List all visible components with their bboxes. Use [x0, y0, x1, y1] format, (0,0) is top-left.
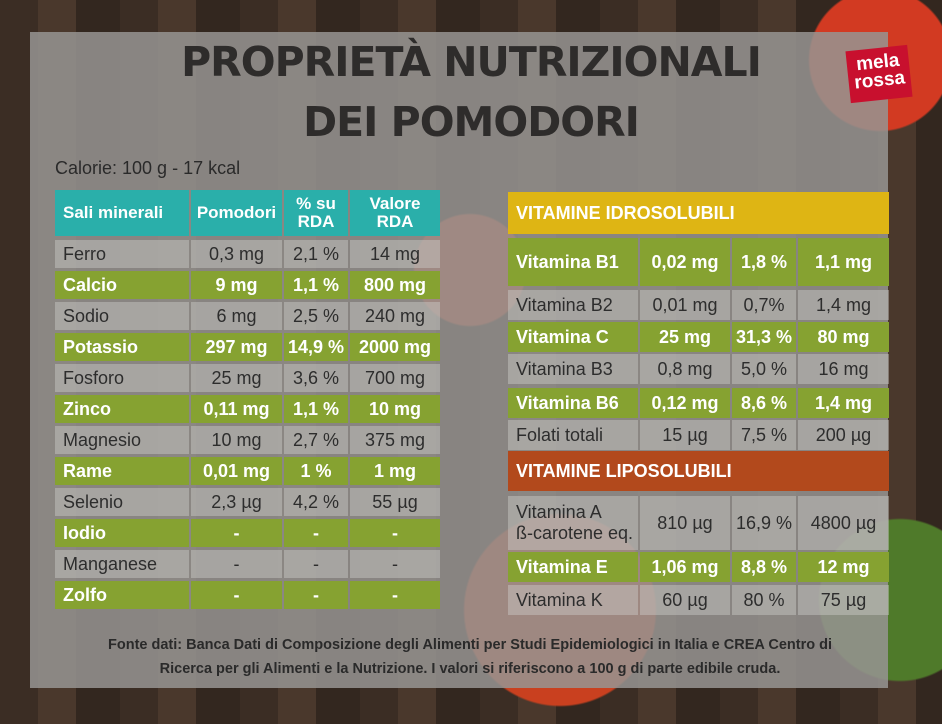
minerals-row-6-name: Magnesio — [55, 426, 189, 454]
lipo-row-1-rda: 12 mg — [798, 552, 889, 582]
minerals-row-4-name: Fosforo — [55, 364, 189, 392]
hydro-row-5-name: Folati totali — [508, 420, 638, 450]
hydro-row-1-pct: 0,7% — [732, 290, 796, 320]
minerals-row-4-pomodori: 25 mg — [191, 364, 282, 392]
minerals-row-10-rda: - — [350, 550, 440, 578]
hydro-row-4-rda: 1,4 mg — [798, 388, 889, 418]
minerals-header-0: Sali minerali — [55, 190, 189, 236]
hydro-row-4-pomodori: 0,12 mg — [640, 388, 730, 418]
hydro-row-0-pct: 1,8 % — [732, 238, 796, 286]
lipo-row-0-pct: 16,9 % — [732, 496, 796, 550]
source-note: Fonte dati: Banca Dati di Composizione d… — [40, 633, 900, 681]
minerals-row-8-rda: 55 µg — [350, 488, 440, 516]
minerals-row-5-name: Zinco — [55, 395, 189, 423]
minerals-row-10-name: Manganese — [55, 550, 189, 578]
lipo-row-2-name: Vitamina K — [508, 585, 638, 615]
minerals-row-2-pct: 2,5 % — [284, 302, 348, 330]
hydro-row-1-rda: 1,4 mg — [798, 290, 889, 320]
hydro-row-2-pct: 31,3 % — [732, 322, 796, 352]
minerals-row-11-rda: - — [350, 581, 440, 609]
minerals-row-7-name: Rame — [55, 457, 189, 485]
lipo-row-2-rda: 75 µg — [798, 585, 889, 615]
hydro-row-3-rda: 16 mg — [798, 354, 889, 384]
minerals-row-2-pomodori: 6 mg — [191, 302, 282, 330]
lipo-row-2-pomodori: 60 µg — [640, 585, 730, 615]
lipo-row-0-rda: 4800 µg — [798, 496, 889, 550]
minerals-row-3-name: Potassio — [55, 333, 189, 361]
minerals-row-9-rda: - — [350, 519, 440, 547]
minerals-row-8-pomodori: 2,3 µg — [191, 488, 282, 516]
minerals-row-0-name: Ferro — [55, 240, 189, 268]
lipo-row-0-name2: ß-carotene eq. — [516, 523, 634, 543]
hydro-row-1-name: Vitamina B2 — [508, 290, 638, 320]
minerals-row-11-pomodori: - — [191, 581, 282, 609]
hydro-row-3-name: Vitamina B3 — [508, 354, 638, 384]
lipo-row-2-pct: 80 % — [732, 585, 796, 615]
minerals-row-9-pct: - — [284, 519, 348, 547]
melarossa-logo: mela rossa — [845, 44, 913, 104]
minerals-row-2-rda: 240 mg — [350, 302, 440, 330]
lipo-vitamins-header: VITAMINE LIPOSOLUBILI — [508, 451, 889, 491]
hydro-row-4-name: Vitamina B6 — [508, 388, 638, 418]
minerals-header-2: % su RDA — [284, 190, 348, 236]
minerals-row-9-name: Iodio — [55, 519, 189, 547]
hydro-row-0-rda: 1,1 mg — [798, 238, 889, 286]
minerals-row-7-pct: 1 % — [284, 457, 348, 485]
minerals-header-1: Pomodori — [191, 190, 282, 236]
lipo-row-1-pct: 8,8 % — [732, 552, 796, 582]
hydro-row-5-rda: 200 µg — [798, 420, 889, 450]
minerals-row-0-pomodori: 0,3 mg — [191, 240, 282, 268]
hydro-row-3-pct: 5,0 % — [732, 354, 796, 384]
minerals-row-6-pct: 2,7 % — [284, 426, 348, 454]
minerals-row-6-pomodori: 10 mg — [191, 426, 282, 454]
minerals-header-3: Valore RDA — [350, 190, 440, 236]
source-line-2: Ricerca per gli Alimenti e la Nutrizione… — [159, 661, 781, 677]
minerals-row-0-pct: 2,1 % — [284, 240, 348, 268]
minerals-row-11-pct: - — [284, 581, 348, 609]
minerals-row-10-pct: - — [284, 550, 348, 578]
minerals-row-1-pct: 1,1 % — [284, 271, 348, 299]
minerals-row-1-pomodori: 9 mg — [191, 271, 282, 299]
minerals-row-4-pct: 3,6 % — [284, 364, 348, 392]
hydro-row-5-pomodori: 15 µg — [640, 420, 730, 450]
minerals-row-7-rda: 1 mg — [350, 457, 440, 485]
lipo-row-1-pomodori: 1,06 mg — [640, 552, 730, 582]
minerals-row-5-pct: 1,1 % — [284, 395, 348, 423]
page-title-line2: DEI POMODORI — [303, 98, 640, 146]
minerals-row-5-pomodori: 0,11 mg — [191, 395, 282, 423]
hydro-row-2-rda: 80 mg — [798, 322, 889, 352]
hydro-row-3-pomodori: 0,8 mg — [640, 354, 730, 384]
minerals-row-4-rda: 700 mg — [350, 364, 440, 392]
calories-label: Calorie: 100 g - 17 kcal — [55, 158, 241, 178]
hydro-row-2-name: Vitamina C — [508, 322, 638, 352]
minerals-row-6-rda: 375 mg — [350, 426, 440, 454]
minerals-row-3-pomodori: 297 mg — [191, 333, 282, 361]
hydro-row-2-pomodori: 25 mg — [640, 322, 730, 352]
hydro-vitamins-header: VITAMINE IDROSOLUBILI — [508, 192, 889, 234]
lipo-row-0-name: Vitamina A — [516, 502, 602, 522]
minerals-row-3-pct: 14,9 % — [284, 333, 348, 361]
hydro-row-4-pct: 8,6 % — [732, 388, 796, 418]
minerals-row-2-name: Sodio — [55, 302, 189, 330]
minerals-row-9-pomodori: - — [191, 519, 282, 547]
minerals-row-3-rda: 2000 mg — [350, 333, 440, 361]
minerals-row-1-rda: 800 mg — [350, 271, 440, 299]
minerals-row-8-name: Selenio — [55, 488, 189, 516]
hydro-row-1-pomodori: 0,01 mg — [640, 290, 730, 320]
hydro-row-0-name: Vitamina B1 — [508, 238, 638, 286]
minerals-row-10-pomodori: - — [191, 550, 282, 578]
minerals-row-1-name: Calcio — [55, 271, 189, 299]
minerals-row-7-pomodori: 0,01 mg — [191, 457, 282, 485]
hydro-row-0-pomodori: 0,02 mg — [640, 238, 730, 286]
lipo-row-1-name: Vitamina E — [508, 552, 638, 582]
source-line-1: Fonte dati: Banca Dati di Composizione d… — [108, 637, 832, 653]
lipo-row-0-pomodori: 810 µg — [640, 496, 730, 550]
page-title-line1: PROPRIETÀ NUTRIZIONALI — [181, 38, 762, 86]
minerals-row-11-name: Zolfo — [55, 581, 189, 609]
hydro-row-5-pct: 7,5 % — [732, 420, 796, 450]
minerals-row-5-rda: 10 mg — [350, 395, 440, 423]
minerals-row-0-rda: 14 mg — [350, 240, 440, 268]
minerals-row-8-pct: 4,2 % — [284, 488, 348, 516]
